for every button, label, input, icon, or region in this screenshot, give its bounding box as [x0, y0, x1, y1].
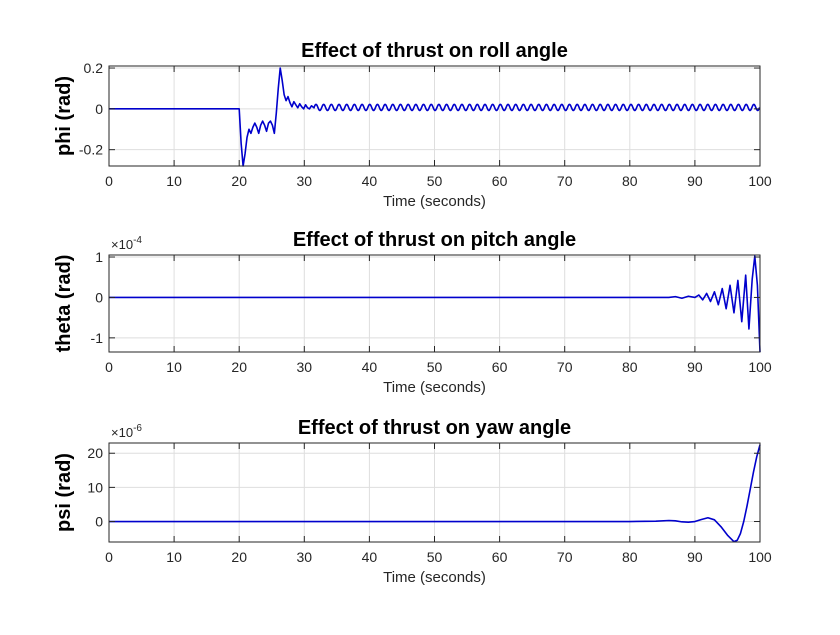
x-tick-label: 60 — [492, 549, 508, 565]
exponent-label: ×10-6 — [111, 423, 142, 440]
subplot-roll: Effect of thrust on roll angle phi (rad)… — [53, 40, 772, 210]
x-tick-label: 100 — [748, 173, 772, 189]
x-tick-label: 50 — [427, 549, 443, 565]
exponent-power: -4 — [133, 235, 142, 246]
x-tick-label: 20 — [231, 173, 247, 189]
x-axis-label: Time (seconds) — [383, 193, 486, 210]
x-tick-label: 0 — [105, 549, 113, 565]
chart-title: Effect of thrust on pitch angle — [293, 229, 576, 251]
x-tick-label: 80 — [622, 173, 638, 189]
subplot-yaw: Effect of thrust on yaw angle psi (rad) … — [53, 417, 772, 586]
x-tick-label: 70 — [557, 549, 573, 565]
series-line — [109, 67, 761, 167]
x-tick-label: 100 — [748, 549, 772, 565]
exponent-label: ×10-4 — [111, 235, 142, 252]
x-tick-label: 10 — [166, 549, 182, 565]
y-axis-label: theta (rad) — [53, 255, 75, 353]
x-tick-label: 30 — [297, 549, 313, 565]
x-tick-label: 20 — [231, 359, 247, 375]
x-tick-label: 80 — [622, 549, 638, 565]
y-tick-label: 0.2 — [84, 60, 104, 76]
x-tick-label: 50 — [427, 359, 443, 375]
x-tick-label: 10 — [166, 359, 182, 375]
x-tick-label: 20 — [231, 549, 247, 565]
x-tick-label: 30 — [297, 359, 313, 375]
series-line — [109, 444, 761, 543]
y-tick-label: -0.2 — [79, 142, 103, 158]
y-tick-label: -1 — [91, 330, 104, 346]
y-tick-label: 0 — [95, 289, 103, 305]
x-tick-label: 90 — [687, 359, 703, 375]
y-tick-label: 10 — [87, 479, 103, 495]
exponent-power: -6 — [133, 423, 142, 434]
chart-title: Effect of thrust on roll angle — [301, 40, 568, 62]
x-tick-label: 90 — [687, 549, 703, 565]
x-tick-label: 40 — [362, 359, 378, 375]
x-tick-label: 70 — [557, 173, 573, 189]
x-tick-label: 60 — [492, 173, 508, 189]
x-axis-label: Time (seconds) — [383, 569, 486, 586]
x-tick-label: 0 — [105, 359, 113, 375]
chart-title: Effect of thrust on yaw angle — [298, 417, 571, 439]
series-line — [109, 255, 761, 353]
x-tick-label: 80 — [622, 359, 638, 375]
x-tick-label: 40 — [362, 549, 378, 565]
x-tick-label: 50 — [427, 173, 443, 189]
x-tick-label: 0 — [105, 173, 113, 189]
y-axis-label: phi (rad) — [53, 76, 75, 156]
x-tick-label: 90 — [687, 173, 703, 189]
x-tick-label: 10 — [166, 173, 182, 189]
exponent-base: ×10 — [111, 425, 133, 440]
x-tick-label: 70 — [557, 359, 573, 375]
subplot-pitch: Effect of thrust on pitch angle theta (r… — [53, 229, 772, 396]
x-tick-label: 30 — [297, 173, 313, 189]
y-axis-label: psi (rad) — [53, 453, 75, 532]
x-tick-label: 40 — [362, 173, 378, 189]
y-tick-label: 20 — [87, 445, 103, 461]
x-tick-label: 60 — [492, 359, 508, 375]
y-tick-label: 0 — [95, 514, 103, 530]
y-tick-label: 0 — [95, 101, 103, 117]
y-tick-label: 1 — [95, 249, 103, 265]
exponent-base: ×10 — [111, 237, 133, 252]
x-tick-label: 100 — [748, 359, 772, 375]
x-axis-label: Time (seconds) — [383, 379, 486, 396]
